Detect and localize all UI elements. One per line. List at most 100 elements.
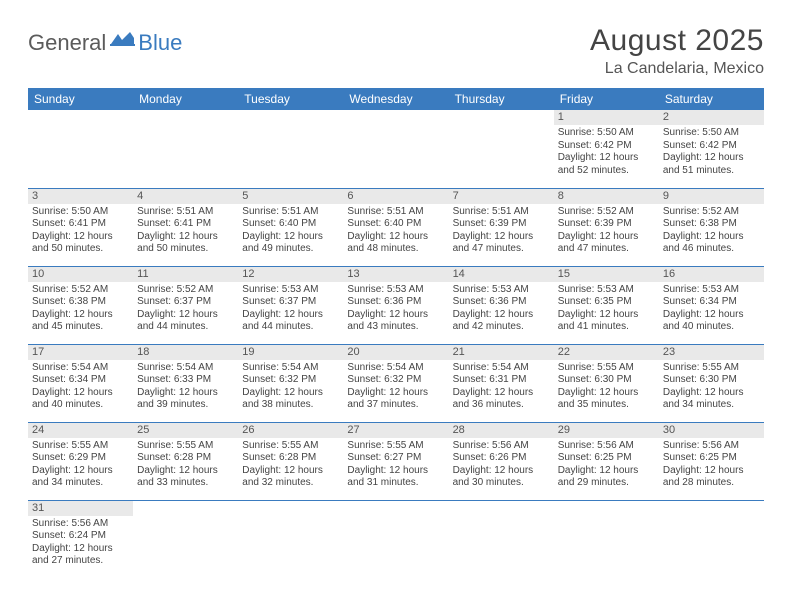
calendar-cell: 29Sunrise: 5:56 AMSunset: 6:25 PMDayligh… (554, 422, 659, 500)
day-details: Sunrise: 5:50 AMSunset: 6:41 PMDaylight:… (28, 204, 133, 260)
day-details: Sunrise: 5:52 AMSunset: 6:37 PMDaylight:… (133, 282, 238, 338)
day-number: 5 (238, 189, 343, 203)
calendar-cell: 31Sunrise: 5:56 AMSunset: 6:24 PMDayligh… (28, 500, 133, 578)
day-number: 20 (343, 345, 448, 359)
day-number: 7 (449, 189, 554, 203)
day-details: Sunrise: 5:54 AMSunset: 6:34 PMDaylight:… (28, 360, 133, 416)
weekday-header: Friday (554, 88, 659, 110)
calendar-cell: 19Sunrise: 5:54 AMSunset: 6:32 PMDayligh… (238, 344, 343, 422)
day-details: Sunrise: 5:53 AMSunset: 6:35 PMDaylight:… (554, 282, 659, 338)
calendar-cell: 10Sunrise: 5:52 AMSunset: 6:38 PMDayligh… (28, 266, 133, 344)
day-number: 24 (28, 423, 133, 437)
day-details: Sunrise: 5:56 AMSunset: 6:24 PMDaylight:… (28, 516, 133, 572)
day-number: 15 (554, 267, 659, 281)
day-details: Sunrise: 5:51 AMSunset: 6:40 PMDaylight:… (343, 204, 448, 260)
day-details: Sunrise: 5:55 AMSunset: 6:28 PMDaylight:… (133, 438, 238, 494)
calendar-row: 3Sunrise: 5:50 AMSunset: 6:41 PMDaylight… (28, 188, 764, 266)
title-block: August 2025 La Candelaria, Mexico (590, 24, 764, 78)
calendar-table: SundayMondayTuesdayWednesdayThursdayFrid… (28, 88, 764, 578)
day-number: 28 (449, 423, 554, 437)
day-details: Sunrise: 5:55 AMSunset: 6:28 PMDaylight:… (238, 438, 343, 494)
day-details: Sunrise: 5:55 AMSunset: 6:30 PMDaylight:… (554, 360, 659, 416)
calendar-cell: 20Sunrise: 5:54 AMSunset: 6:32 PMDayligh… (343, 344, 448, 422)
day-number: 30 (659, 423, 764, 437)
day-details: Sunrise: 5:56 AMSunset: 6:25 PMDaylight:… (659, 438, 764, 494)
weekday-header: Wednesday (343, 88, 448, 110)
day-number: 17 (28, 345, 133, 359)
day-details: Sunrise: 5:54 AMSunset: 6:31 PMDaylight:… (449, 360, 554, 416)
weekday-header: Sunday (28, 88, 133, 110)
calendar-cell: 18Sunrise: 5:54 AMSunset: 6:33 PMDayligh… (133, 344, 238, 422)
day-number: 4 (133, 189, 238, 203)
day-number: 29 (554, 423, 659, 437)
day-number: 23 (659, 345, 764, 359)
day-number: 25 (133, 423, 238, 437)
calendar-cell: 14Sunrise: 5:53 AMSunset: 6:36 PMDayligh… (449, 266, 554, 344)
logo-text-general: General (28, 30, 106, 56)
day-details: Sunrise: 5:54 AMSunset: 6:32 PMDaylight:… (238, 360, 343, 416)
day-details: Sunrise: 5:52 AMSunset: 6:39 PMDaylight:… (554, 204, 659, 260)
calendar-cell: 23Sunrise: 5:55 AMSunset: 6:30 PMDayligh… (659, 344, 764, 422)
calendar-cell: 15Sunrise: 5:53 AMSunset: 6:35 PMDayligh… (554, 266, 659, 344)
calendar-row: 31Sunrise: 5:56 AMSunset: 6:24 PMDayligh… (28, 500, 764, 578)
day-details: Sunrise: 5:53 AMSunset: 6:34 PMDaylight:… (659, 282, 764, 338)
weekday-header-row: SundayMondayTuesdayWednesdayThursdayFrid… (28, 88, 764, 110)
calendar-cell: 16Sunrise: 5:53 AMSunset: 6:34 PMDayligh… (659, 266, 764, 344)
calendar-cell-empty (449, 110, 554, 188)
day-details: Sunrise: 5:56 AMSunset: 6:26 PMDaylight:… (449, 438, 554, 494)
calendar-cell: 25Sunrise: 5:55 AMSunset: 6:28 PMDayligh… (133, 422, 238, 500)
calendar-cell: 13Sunrise: 5:53 AMSunset: 6:36 PMDayligh… (343, 266, 448, 344)
calendar-cell-empty (238, 500, 343, 578)
weekday-header: Saturday (659, 88, 764, 110)
calendar-row: 10Sunrise: 5:52 AMSunset: 6:38 PMDayligh… (28, 266, 764, 344)
calendar-cell: 30Sunrise: 5:56 AMSunset: 6:25 PMDayligh… (659, 422, 764, 500)
calendar-row: 24Sunrise: 5:55 AMSunset: 6:29 PMDayligh… (28, 422, 764, 500)
day-number: 13 (343, 267, 448, 281)
logo-text-blue: Blue (138, 30, 182, 56)
weekday-header: Thursday (449, 88, 554, 110)
calendar-cell: 5Sunrise: 5:51 AMSunset: 6:40 PMDaylight… (238, 188, 343, 266)
day-number: 27 (343, 423, 448, 437)
calendar-cell: 9Sunrise: 5:52 AMSunset: 6:38 PMDaylight… (659, 188, 764, 266)
day-details: Sunrise: 5:56 AMSunset: 6:25 PMDaylight:… (554, 438, 659, 494)
day-number: 26 (238, 423, 343, 437)
day-number: 6 (343, 189, 448, 203)
day-details: Sunrise: 5:55 AMSunset: 6:27 PMDaylight:… (343, 438, 448, 494)
calendar-cell: 8Sunrise: 5:52 AMSunset: 6:39 PMDaylight… (554, 188, 659, 266)
calendar-cell: 26Sunrise: 5:55 AMSunset: 6:28 PMDayligh… (238, 422, 343, 500)
calendar-body: 1Sunrise: 5:50 AMSunset: 6:42 PMDaylight… (28, 110, 764, 578)
calendar-cell: 11Sunrise: 5:52 AMSunset: 6:37 PMDayligh… (133, 266, 238, 344)
page-title: August 2025 (590, 24, 764, 58)
calendar-cell: 17Sunrise: 5:54 AMSunset: 6:34 PMDayligh… (28, 344, 133, 422)
day-number: 16 (659, 267, 764, 281)
logo: General Blue (28, 30, 182, 56)
day-details: Sunrise: 5:50 AMSunset: 6:42 PMDaylight:… (554, 125, 659, 181)
calendar-cell: 22Sunrise: 5:55 AMSunset: 6:30 PMDayligh… (554, 344, 659, 422)
calendar-cell-empty (343, 110, 448, 188)
day-number: 12 (238, 267, 343, 281)
day-details: Sunrise: 5:53 AMSunset: 6:37 PMDaylight:… (238, 282, 343, 338)
day-details: Sunrise: 5:55 AMSunset: 6:30 PMDaylight:… (659, 360, 764, 416)
calendar-cell: 4Sunrise: 5:51 AMSunset: 6:41 PMDaylight… (133, 188, 238, 266)
day-number: 19 (238, 345, 343, 359)
calendar-cell: 3Sunrise: 5:50 AMSunset: 6:41 PMDaylight… (28, 188, 133, 266)
calendar-cell: 12Sunrise: 5:53 AMSunset: 6:37 PMDayligh… (238, 266, 343, 344)
calendar-cell-empty (449, 500, 554, 578)
day-number: 9 (659, 189, 764, 203)
calendar-cell-empty (659, 500, 764, 578)
calendar-cell-empty (133, 110, 238, 188)
logo-flag-icon (110, 30, 136, 53)
day-details: Sunrise: 5:53 AMSunset: 6:36 PMDaylight:… (449, 282, 554, 338)
calendar-cell: 7Sunrise: 5:51 AMSunset: 6:39 PMDaylight… (449, 188, 554, 266)
day-number: 22 (554, 345, 659, 359)
day-number: 11 (133, 267, 238, 281)
day-details: Sunrise: 5:54 AMSunset: 6:32 PMDaylight:… (343, 360, 448, 416)
day-number: 2 (659, 110, 764, 124)
day-details: Sunrise: 5:50 AMSunset: 6:42 PMDaylight:… (659, 125, 764, 181)
day-details: Sunrise: 5:55 AMSunset: 6:29 PMDaylight:… (28, 438, 133, 494)
day-details: Sunrise: 5:54 AMSunset: 6:33 PMDaylight:… (133, 360, 238, 416)
header: General Blue August 2025 La Candelaria, … (28, 24, 764, 78)
location-label: La Candelaria, Mexico (590, 60, 764, 78)
weekday-header: Monday (133, 88, 238, 110)
day-number: 14 (449, 267, 554, 281)
